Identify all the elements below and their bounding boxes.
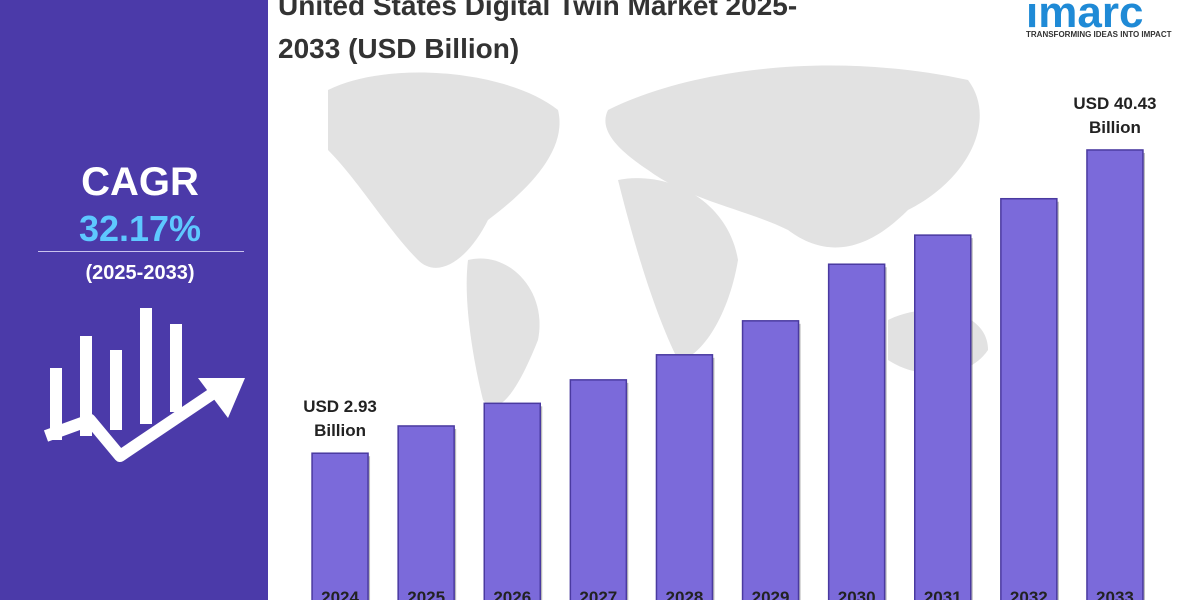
x-tick-label: 2024	[321, 588, 359, 600]
bar	[655, 354, 714, 600]
x-tick-label: 2025	[407, 588, 445, 600]
divider	[38, 251, 244, 252]
logo: imarc	[1026, 0, 1144, 37]
x-tick-label: 2029	[752, 588, 790, 600]
x-tick-label: 2030	[838, 588, 876, 600]
x-tick-label: 2031	[924, 588, 962, 600]
side-panel: CAGR 32.17% (2025-2033)	[0, 0, 268, 600]
bar	[397, 425, 455, 600]
bar	[914, 234, 972, 600]
chart: 2024 2025 2026 2027 2028 2029 2030 2031 2032 2033	[311, 65, 1145, 600]
x-tick-label: 2028	[666, 588, 704, 600]
bar	[1086, 149, 1144, 600]
cagr-period: (2025-2033)	[85, 262, 195, 284]
growth-icon	[43, 308, 245, 462]
cagr-label: CAGR	[81, 160, 199, 204]
x-tick-label: 2033	[1096, 588, 1134, 600]
bar	[1000, 197, 1058, 600]
bar	[483, 402, 541, 600]
logo-tagline: TRANSFORMING IDEAS INTO IMPACT	[1026, 30, 1172, 39]
x-tick-label: 2032	[1010, 588, 1048, 600]
bar	[741, 320, 800, 600]
x-tick-label: 2027	[579, 588, 617, 600]
value-label: USD 2.93 Billion	[303, 397, 377, 441]
x-tick-label: 2026	[493, 588, 531, 600]
bar	[827, 263, 886, 600]
cagr-rate: 32.17%	[78, 208, 202, 249]
map-background	[328, 65, 988, 407]
bar	[569, 379, 628, 600]
value-label: USD 40.43 Billion	[1073, 93, 1157, 137]
chart-title: United States Digital Twin Market 2025-2…	[278, 0, 798, 64]
bar	[311, 452, 369, 600]
